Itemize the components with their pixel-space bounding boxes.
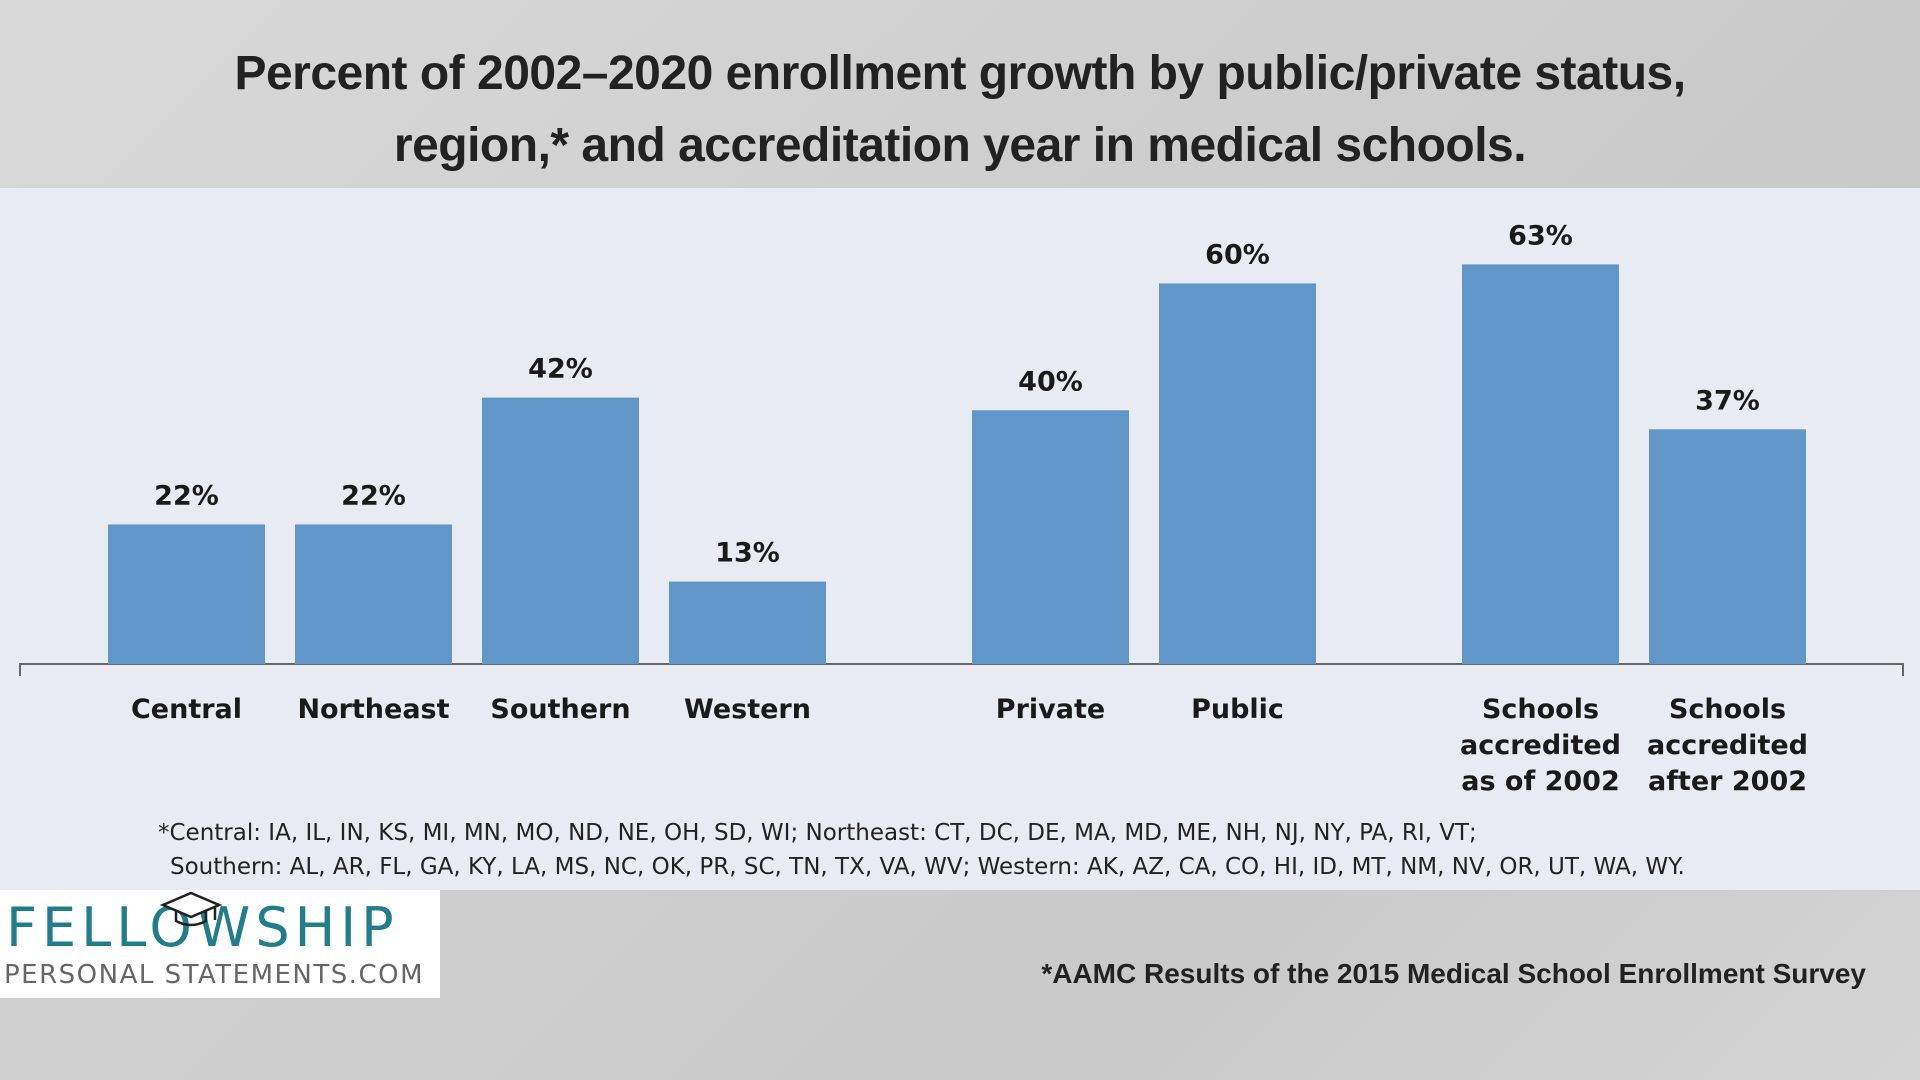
category-label: Schools [1482,694,1599,725]
data-label: 40% [1018,366,1083,397]
chart-title-line-2: region,* and accreditation year in medic… [393,119,1527,172]
x-axis [19,663,1904,676]
source-note: *AAMC Results of the 2015 Medical School… [1041,958,1866,989]
data-label: 63% [1508,220,1573,251]
category-label: Southern [490,694,630,725]
category-label: Central [131,694,242,725]
bar [972,410,1129,664]
category-label: Western [684,694,811,725]
fellowship-logo: FELLOWSHIP PERSONAL STATEMENTS.COM [0,890,440,998]
bar [108,524,265,664]
bar [1649,429,1806,664]
category-label: Schools [1669,694,1786,725]
bar [1159,283,1316,664]
bar-chart: 22% Central 22% Northeast 42% Southern 13% West… [19,220,1904,797]
footnote-line-2: Southern: AL, AR, FL, GA, KY, LA, MS, NC… [170,854,1685,880]
chart-title-line-1: Percent of 2002–2020 enrollment growth b… [234,47,1686,100]
category-label: Private [996,694,1105,725]
footnote-line-1: *Central: IA, IL, IN, KS, MI, MN, MO, ND… [158,820,1477,846]
category-label: Public [1191,694,1284,725]
data-label: 60% [1205,239,1270,270]
data-label: 13% [715,538,780,569]
graduation-cap-icon [160,891,222,927]
bar [1462,264,1619,664]
category-label: accredited [1460,730,1621,761]
data-label: 37% [1695,385,1760,416]
chart-title: Percent of 2002–2020 enrollment growth b… [0,38,1920,182]
category-label: accredited [1647,730,1808,761]
chart-panel: 22% Central 22% Northeast 42% Southern 13% West… [0,188,1920,890]
bar [482,397,639,664]
data-label: 22% [154,480,219,511]
logo-subtitle: PERSONAL STATEMENTS.COM [4,960,425,990]
data-label: 42% [528,354,593,385]
footnote: *Central: IA, IL, IN, KS, MI, MN, MO, ND… [158,816,1878,884]
bar [295,524,452,664]
data-label: 22% [341,480,406,511]
bar [669,581,826,664]
category-label: Northeast [297,694,449,725]
category-label: as of 2002 [1461,766,1620,797]
category-label: after 2002 [1648,766,1807,797]
